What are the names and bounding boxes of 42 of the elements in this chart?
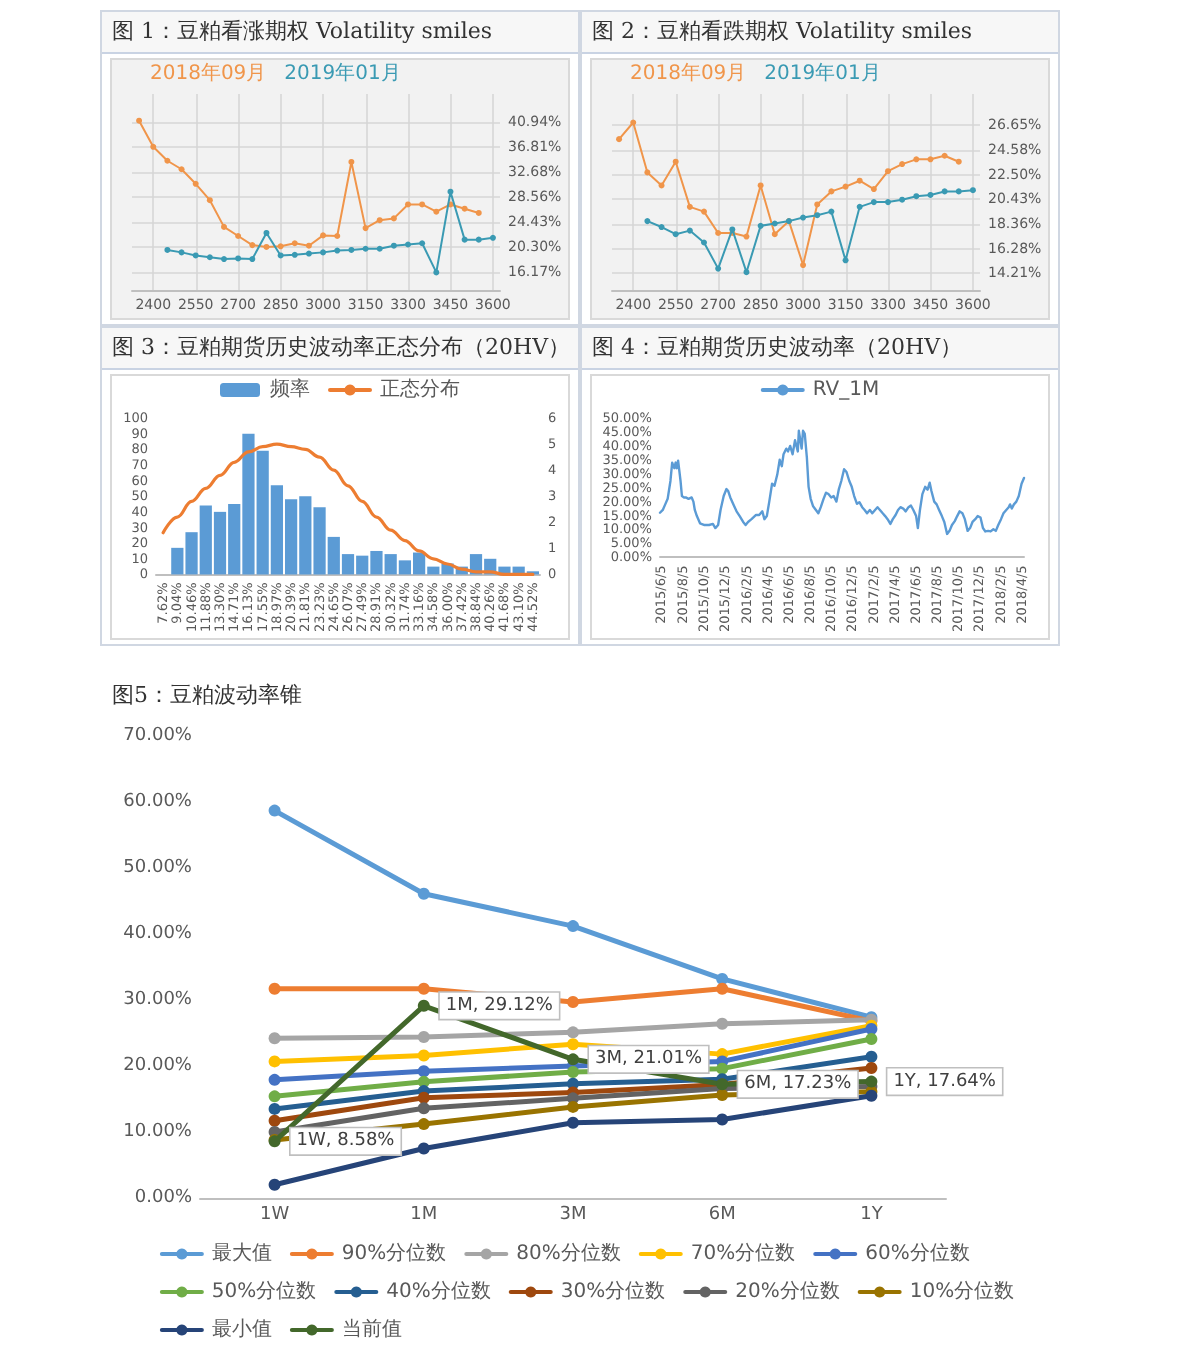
x-tick-label: 1M xyxy=(410,1205,438,1225)
y-tick-label: 40.00% xyxy=(123,924,193,944)
legend-label: 当前值 xyxy=(341,1317,402,1341)
y-tick-label: 10.00% xyxy=(123,1122,193,1142)
legend-label: 10%分位数 xyxy=(909,1279,1015,1303)
data-label: 1Y, 17.64% xyxy=(893,1071,997,1092)
legend-label: 60%分位数 xyxy=(865,1241,970,1265)
x-tick-label: 1W xyxy=(259,1205,290,1225)
y-tick-label: 0.00% xyxy=(134,1188,193,1208)
legend-label: 30%分位数 xyxy=(560,1279,666,1303)
legend-label: 最小值 xyxy=(211,1317,272,1341)
legend-label: 70%分位数 xyxy=(690,1241,796,1265)
series-label: 2018年09月 xyxy=(150,61,267,85)
y-tick-label: 30.00% xyxy=(123,990,193,1010)
x-tick-label: 3M xyxy=(559,1205,587,1225)
legend-label: 80%分位数 xyxy=(516,1241,621,1265)
y-tick-label: 60.00% xyxy=(123,792,193,812)
legend-label: 90%分位数 xyxy=(341,1241,447,1265)
data-label: 1M, 29.12% xyxy=(445,995,554,1016)
text: 2019年01月 xyxy=(284,61,401,85)
x-tick-label: 1Y xyxy=(860,1205,884,1225)
series-label: 2018年09月 xyxy=(630,61,747,85)
x-tick-label: 6M xyxy=(708,1205,736,1225)
y-tick-label: 70.00% xyxy=(123,726,193,746)
legend-label: 频率 xyxy=(270,377,310,401)
legend-label: 最大值 xyxy=(211,1241,272,1265)
chart-title: 图 1：豆粕看涨期权 Volatility smiles xyxy=(102,12,578,54)
legend-label: 40%分位数 xyxy=(386,1279,491,1303)
text: 2019年01月 xyxy=(764,61,881,85)
data-label: 1W, 8.58% xyxy=(296,1131,396,1152)
y-tick-label: 20.00% xyxy=(123,1056,193,1076)
chart-title: 图 3：豆粕期货历史波动率正态分布（20HV） xyxy=(102,328,578,370)
legend-label: 20%分位数 xyxy=(735,1279,840,1303)
legend-label: 正态分布 xyxy=(380,377,460,401)
y-tick-label: 50.00% xyxy=(123,858,193,878)
chart-title: 图5：豆粕波动率锥 xyxy=(112,680,302,710)
legend-label: RV_1M xyxy=(812,379,880,401)
chart-title: 图 4：豆粕期货历史波动率（20HV） xyxy=(582,328,1058,370)
legend-label: 50%分位数 xyxy=(211,1279,317,1303)
chart-title: 图 2：豆粕看跌期权 Volatility smiles xyxy=(582,12,1058,54)
data-label: 6M, 17.23% xyxy=(744,1074,853,1095)
data-label: 3M, 21.01% xyxy=(595,1049,703,1070)
